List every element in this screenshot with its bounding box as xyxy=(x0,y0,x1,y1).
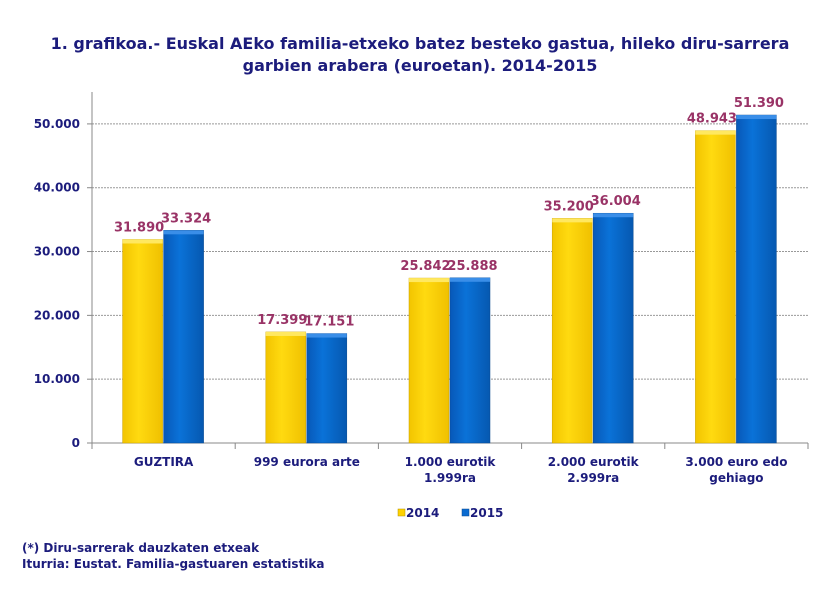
bar-2015 xyxy=(306,333,348,444)
bar-top-2015 xyxy=(306,333,347,338)
x-tick-label: 3.000 euro edo xyxy=(685,455,787,469)
footnote: (*) Diru-sarrerak dauzkaten etxeak xyxy=(22,541,260,555)
y-tick-label: 30.000 xyxy=(34,245,80,259)
bar-top-2015 xyxy=(450,277,490,282)
legend-swatch-2015 xyxy=(461,508,470,517)
bar-top-2015 xyxy=(736,115,777,120)
bar-top-2014 xyxy=(122,239,163,244)
data-label: 35.200 xyxy=(544,199,594,214)
bar-top-2015 xyxy=(593,213,634,218)
x-tick-label: gehiago xyxy=(709,471,763,485)
bar-2015 xyxy=(736,114,777,444)
x-tick-label: 1.999ra xyxy=(424,471,476,485)
data-label: 17.151 xyxy=(304,315,354,330)
legend-label-2014: 2014 xyxy=(406,506,439,520)
bar-2014 xyxy=(695,130,736,444)
data-label: 33.324 xyxy=(161,211,211,226)
x-tick-label: 1.000 eurotik xyxy=(405,455,497,469)
bar-2015 xyxy=(592,212,634,444)
data-label: 48.943 xyxy=(687,112,737,127)
legend-swatch-2014 xyxy=(397,508,406,517)
data-label: 36.004 xyxy=(591,194,641,209)
data-label: 25.888 xyxy=(447,259,497,274)
y-tick-label: 50.000 xyxy=(34,117,80,131)
bar-2014 xyxy=(265,331,307,444)
data-label: 31.890 xyxy=(114,220,164,235)
bar-2015 xyxy=(449,277,491,444)
y-tick-label: 10.000 xyxy=(34,372,80,386)
x-tick-label: 999 eurora arte xyxy=(254,455,360,469)
bar-2014 xyxy=(408,277,450,444)
y-tick-label: 0 xyxy=(72,436,80,450)
bar-2014 xyxy=(122,239,163,444)
x-tick-label: 2.999ra xyxy=(567,471,619,485)
source-note: Iturria: Eustat. Familia-gastuaren estat… xyxy=(22,557,325,571)
title-line-2: garbien arabera (euroetan). 2014-2015 xyxy=(242,56,598,75)
bar-top-2014 xyxy=(409,278,449,283)
bar-2014 xyxy=(551,218,593,444)
bar-2015 xyxy=(163,230,204,444)
data-label: 51.390 xyxy=(734,96,784,111)
data-label: 25.842 xyxy=(400,259,450,274)
bar-top-2014 xyxy=(265,331,306,336)
bar-top-2014 xyxy=(695,130,736,135)
legend-label-2015: 2015 xyxy=(470,506,503,520)
data-label: 17.399 xyxy=(257,313,307,328)
bar-top-2014 xyxy=(552,218,593,223)
chart-title: 1. grafikoa.- Euskal AEko familia-etxeko… xyxy=(0,33,840,77)
y-tick-label: 40.000 xyxy=(34,181,80,195)
x-tick-label: 2.000 eurotik xyxy=(548,455,640,469)
title-line-1: 1. grafikoa.- Euskal AEko familia-etxeko… xyxy=(50,34,790,53)
x-tick-label: GUZTIRA xyxy=(134,455,194,469)
y-tick-label: 20.000 xyxy=(34,308,80,322)
bar-top-2015 xyxy=(163,230,204,235)
